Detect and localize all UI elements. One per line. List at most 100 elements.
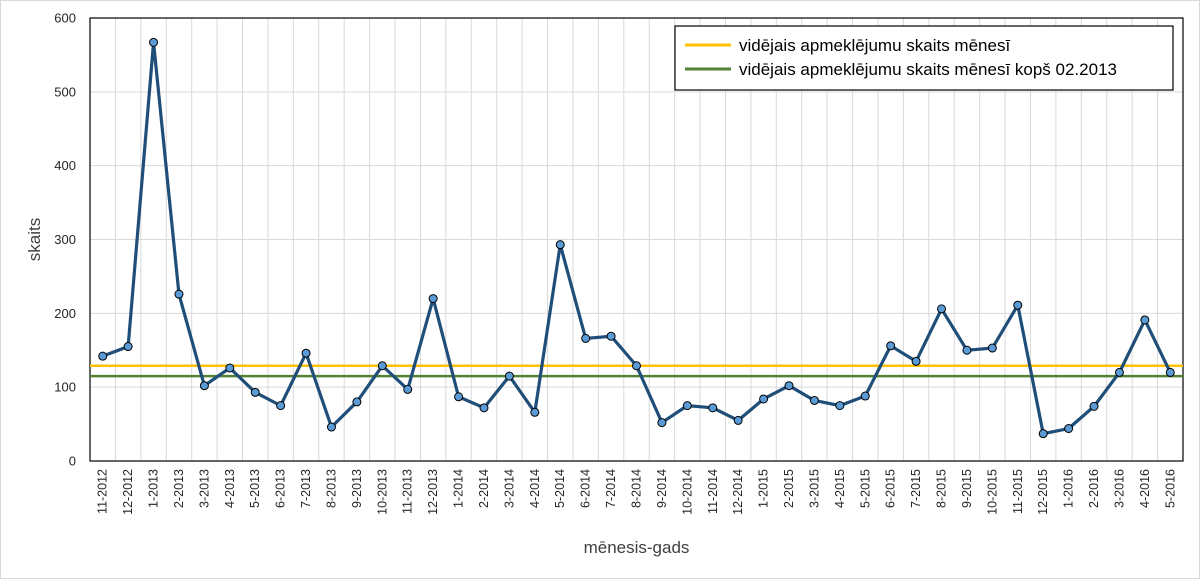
data-point (250, 387, 260, 397)
y-tick-label: 500 (54, 84, 76, 99)
x-tick-label: 7-2015 (909, 469, 923, 508)
legend-label-average: vidējais apmeklējumu skaits mēnesī (739, 36, 1010, 55)
y-tick-label: 300 (54, 232, 76, 247)
data-point (326, 422, 336, 432)
x-axis-ticks: 11-2012 12-2012 1-2013 2-2013 3-2013 4-2013 5-… (96, 469, 1178, 515)
data-point (98, 351, 108, 361)
x-tick-label: 4-2016 (1138, 469, 1152, 508)
data-point (809, 395, 819, 405)
x-tick-label: 1-2015 (757, 469, 771, 508)
data-point (174, 289, 184, 299)
x-tick-label: 5-2015 (858, 469, 872, 508)
x-tick-label: 9-2015 (960, 469, 974, 508)
data-series (98, 37, 1175, 439)
data-point (403, 384, 413, 394)
x-tick-label: 2-2016 (1087, 469, 1101, 508)
x-tick-label: 12-2012 (121, 469, 135, 515)
data-point (1038, 429, 1048, 439)
data-point (733, 415, 743, 425)
data-point (1140, 315, 1150, 325)
legend: vidējais apmeklējumu skaits mēnesī vidēj… (674, 25, 1174, 91)
data-point (835, 401, 845, 411)
x-tick-label: 11-2015 (1011, 469, 1025, 514)
data-point (454, 392, 464, 402)
gridlines (90, 18, 1183, 461)
x-tick-label: 3-2016 (1112, 469, 1126, 508)
data-point (530, 407, 540, 417)
y-axis-title: skaits (25, 218, 44, 261)
x-tick-label: 8-2014 (630, 469, 644, 508)
data-point (301, 348, 311, 358)
y-tick-label: 100 (54, 380, 76, 395)
x-tick-label: 5-2016 (1163, 469, 1177, 508)
plot-area (89, 17, 1184, 462)
x-tick-label: 4-2013 (223, 469, 237, 508)
y-tick-label: 200 (54, 306, 76, 321)
x-tick-label: 6-2013 (274, 469, 288, 508)
data-point (479, 403, 489, 413)
data-point (657, 418, 667, 428)
x-tick-label: 11-2014 (706, 469, 720, 514)
x-tick-label: 8-2015 (935, 469, 949, 508)
data-point (1089, 401, 1099, 411)
x-tick-label: 7-2014 (604, 469, 618, 508)
y-axis-ticks: 0 100 200 300 400 500 600 (54, 11, 76, 469)
data-point (1165, 367, 1175, 377)
x-tick-label: 3-2014 (502, 469, 516, 508)
data-point (555, 240, 565, 250)
x-tick-label: 12-2013 (426, 469, 440, 515)
y-tick-label: 400 (54, 158, 76, 173)
x-tick-label: 10-2015 (985, 469, 999, 515)
x-tick-label: 12-2015 (1036, 469, 1050, 515)
x-tick-label: 6-2014 (579, 469, 593, 508)
data-point (606, 331, 616, 341)
x-tick-label: 5-2013 (248, 469, 262, 508)
legend-label-average-since: vidējais apmeklējumu skaits mēnesī kopš … (739, 60, 1117, 79)
data-point (937, 304, 947, 314)
x-tick-label: 1-2014 (452, 469, 466, 508)
data-point (1013, 300, 1023, 310)
x-tick-label: 2-2013 (172, 469, 186, 508)
data-point (581, 333, 591, 343)
data-point (987, 343, 997, 353)
x-tick-label: 3-2015 (807, 469, 821, 508)
data-point (428, 294, 438, 304)
data-point (911, 356, 921, 366)
data-point (886, 341, 896, 351)
data-point (682, 401, 692, 411)
data-point (759, 394, 769, 404)
x-tick-label: 7-2013 (299, 469, 313, 508)
y-tick-label: 0 (69, 454, 76, 469)
x-tick-label: 4-2014 (528, 469, 542, 508)
x-tick-label: 9-2013 (350, 469, 364, 508)
data-point (962, 345, 972, 355)
x-tick-label: 2-2014 (477, 469, 491, 508)
data-point (377, 361, 387, 371)
data-point (1114, 367, 1124, 377)
data-point (123, 342, 133, 352)
x-tick-label: 10-2013 (375, 469, 389, 515)
legend-box (674, 25, 1174, 91)
data-point (784, 381, 794, 391)
data-point (504, 371, 514, 381)
x-tick-label: 9-2014 (655, 469, 669, 508)
x-tick-label: 6-2015 (884, 469, 898, 508)
data-point (352, 397, 362, 407)
data-point (199, 381, 209, 391)
data-point (632, 361, 641, 371)
x-tick-label: 12-2014 (731, 469, 745, 515)
x-axis-title: mēnesis-gads (584, 538, 690, 557)
x-tick-label: 1-2016 (1062, 469, 1076, 508)
x-tick-label: 5-2014 (553, 469, 567, 508)
x-tick-label: 10-2014 (680, 469, 694, 515)
data-point (225, 363, 235, 373)
data-point (149, 37, 159, 47)
x-tick-label: 3-2013 (197, 469, 211, 508)
data-point (860, 391, 870, 401)
x-tick-label: 8-2013 (324, 469, 338, 508)
x-tick-label: 1-2013 (147, 469, 161, 508)
data-point (708, 403, 718, 413)
x-tick-label: 2-2015 (782, 469, 796, 508)
x-tick-label: 11-2012 (96, 469, 110, 514)
